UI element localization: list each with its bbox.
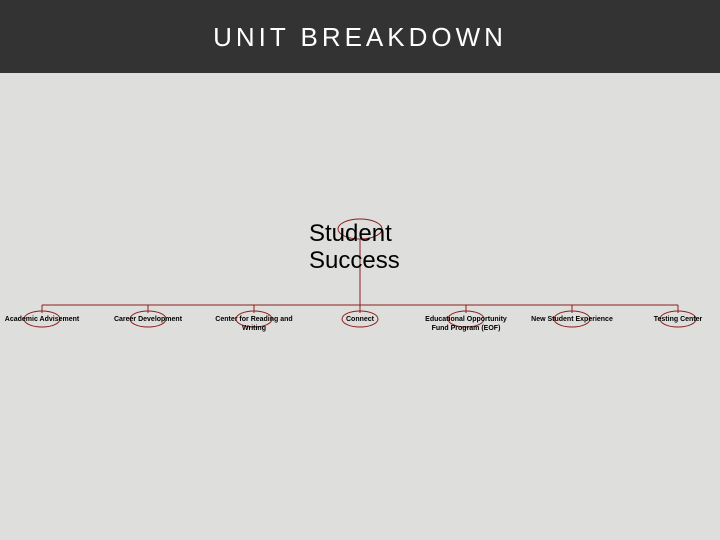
orgchart-child-label: Testing Center (654, 316, 703, 325)
orgchart-root-label-line2: Success (309, 248, 400, 274)
page-title: UNIT BREAKDOWN (0, 22, 720, 53)
header-band: UNIT BREAKDOWN (0, 0, 720, 73)
orgchart-lines (0, 73, 720, 513)
orgchart-child-label: Educational Opportunity Fund Program (EO… (425, 316, 507, 334)
orgchart-child-label: Academic Advisement (5, 316, 79, 325)
orgchart-root-label-line1: Student (309, 221, 392, 247)
orgchart: Academic Advisement Career Development Cen… (0, 73, 720, 513)
orgchart-child-label: New Student Experience (531, 316, 613, 325)
orgchart-child-label: Center for Reading and Writing (215, 316, 292, 334)
orgchart-child-label: Connect (346, 316, 374, 325)
orgchart-child-label: Career Development (114, 316, 182, 325)
